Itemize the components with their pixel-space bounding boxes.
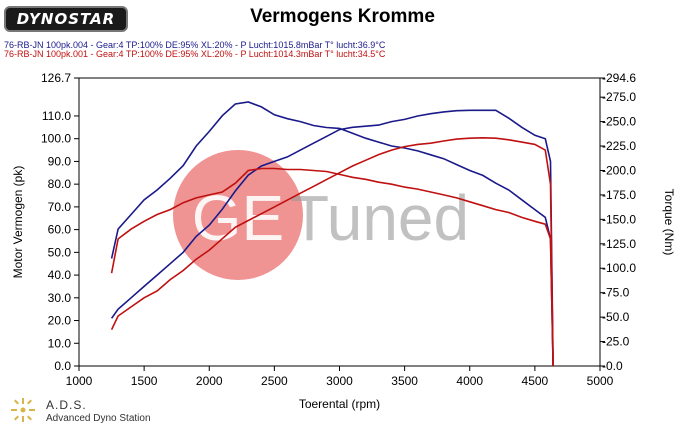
y-left-tick-label-1: 10.0 (48, 336, 72, 350)
y-left-tick-label-9: 90.0 (48, 154, 72, 168)
dynostar-logo: DYNOSTAR (4, 6, 128, 32)
series-run2-power-line (110, 136, 554, 367)
y-left-tick-label-6: 60.0 (48, 223, 72, 237)
y-left-tick-label-12: 126.7 (41, 71, 71, 85)
series-run1-power-line (110, 109, 554, 367)
x-tick-label-5: 3500 (391, 374, 418, 388)
chart-curves (110, 101, 554, 367)
y-right-tick-label-6: -150.0 (602, 212, 636, 226)
y-right-tick-label-0: -0.0 (602, 359, 623, 373)
watermark-ge: GE (192, 182, 284, 254)
x-tick-label-4: 3000 (326, 374, 353, 388)
chart-labels: 1000 1500 2000 2500 3000 3500 4000 4500 5000 0.0 1… (11, 71, 676, 411)
x-tick-label-0: 1000 (66, 374, 93, 388)
ads-logo-icon (11, 398, 35, 422)
x-tick-label-2: 2000 (196, 374, 223, 388)
x-tick-label-7: 4500 (522, 374, 549, 388)
y-left-tick-label-2: 20.0 (48, 314, 72, 328)
y-left-tick-label-4: 40.0 (48, 268, 72, 282)
x-axis-label: Toerental (rpm) (299, 397, 380, 411)
y-left-tick-label-8: 80.0 (48, 177, 72, 191)
y-right-tick-label-2: -50.0 (602, 310, 630, 324)
legend-run1: 76-RB-JN 100pk.004 - Gear:4 TP:100% DE:9… (4, 40, 386, 50)
series-run2-torque-line (110, 167, 554, 367)
series-run1-torque-line (110, 101, 554, 367)
ads-name: A.D.S. (46, 398, 87, 412)
y-left-tick-label-11: 110.0 (42, 109, 71, 123)
y-left-axis-label: Motor Vermogen (pk) (11, 166, 25, 279)
y-right-axis-label: Torque (Nm) (662, 189, 676, 256)
x-tick-label-8: 5000 (587, 374, 614, 388)
y-left-tick-label-5: 50.0 (48, 245, 72, 259)
legend-run2: 76-RB-JN 100pk.001 - Gear:4 TP:100% DE:9… (4, 49, 386, 59)
y-left-tick-label-10: 100.0 (41, 132, 71, 146)
x-tick-label-1: 1500 (131, 374, 158, 388)
y-right-tick-label-12: -294.6 (602, 71, 636, 85)
y-left-tick-label-7: 70.0 (48, 200, 72, 214)
watermark-circle (173, 150, 303, 280)
y-right-tick-label-7: -175.0 (602, 188, 636, 202)
y-right-tick-label-9: -225.0 (602, 139, 636, 153)
y-left-tick-label-3: 30.0 (48, 291, 72, 305)
y-right-tick-label-8: -200.0 (602, 163, 636, 177)
getuned-watermark: GE Tuned (173, 150, 469, 280)
y-right-tick-label-10: -250.0 (602, 115, 636, 129)
chart-title: Vermogens Kromme (250, 6, 435, 27)
x-tick-label-6: 4000 (456, 374, 483, 388)
y-right-tick-label-11: -275.0 (602, 90, 636, 104)
y-right-tick-label-5: -125.0 (602, 237, 636, 251)
ads-subtitle: Advanced Dyno Station (46, 413, 151, 424)
x-tick-label-3: 2500 (261, 374, 288, 388)
chart-axes (74, 77, 605, 371)
y-right-tick-label-4: -100.0 (602, 261, 636, 275)
y-left-tick-label-0: 0.0 (54, 359, 71, 373)
y-right-tick-label-1: -25.0 (602, 335, 630, 349)
y-right-tick-label-3: -75.0 (602, 286, 630, 300)
watermark-tuned: Tuned (290, 182, 469, 254)
